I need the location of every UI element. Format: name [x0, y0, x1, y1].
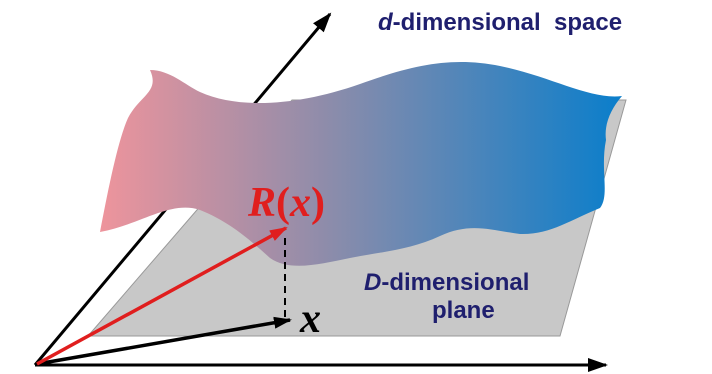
mapping-close: ) [311, 180, 325, 226]
space-label: d-dimensional space [378, 9, 622, 36]
mapping-variable: x [289, 180, 311, 226]
plane-label-line1: D-dimensional [364, 269, 529, 296]
plane-label-line2: plane [432, 297, 495, 324]
diagram: d-dimensional space R(x) x D-dimensional… [0, 0, 712, 374]
plane-label-italic: D [364, 269, 381, 296]
plane-label-rest: -dimensional [381, 269, 529, 296]
page: d-dimensional space R(x) x D-dimensional… [0, 0, 712, 374]
space-label-rest: -dimensional space [393, 9, 622, 36]
mapping-label: R(x) [247, 180, 325, 226]
space-label-italic: d [378, 9, 394, 36]
mapping-open: ( [276, 180, 290, 226]
point-label: x [299, 296, 321, 342]
mapping-function: R [247, 180, 276, 226]
